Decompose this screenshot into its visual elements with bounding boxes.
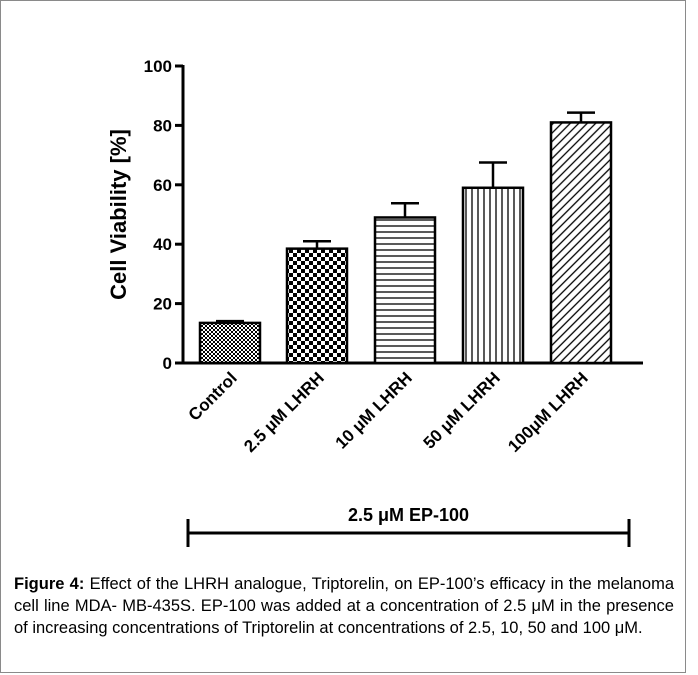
x-tick-label: 10 μM LHRH (332, 368, 416, 452)
y-tick-label: 0 (163, 354, 172, 373)
group-bracket: 2.5 μM EP-100 (186, 505, 631, 547)
bar (549, 121, 613, 365)
figure-caption: Figure 4: Effect of the LHRH analogue, T… (14, 573, 674, 639)
y-axis-label: Cell Viability [%] (106, 129, 131, 300)
figure-frame: 0 20 40 60 80 100 Control 2.5 μM LHRH 10 μM LHR… (0, 0, 686, 673)
caption-text: Effect of the LHRH analogue, Triptorelin… (14, 575, 674, 637)
bars (198, 111, 613, 365)
y-tick-label: 100 (144, 57, 172, 76)
x-tick-label: Control (185, 368, 241, 424)
y-tick-label: 20 (153, 295, 172, 314)
y-tick-label: 40 (153, 235, 172, 254)
x-tick-labels: Control 2.5 μM LHRH 10 μM LHRH 50 μM LHRH 10… (185, 368, 592, 456)
bar (461, 186, 525, 365)
y-tick-label: 80 (153, 116, 172, 135)
x-tick-label: 2.5 μM LHRH (240, 368, 328, 456)
bar (198, 321, 262, 365)
bar (285, 247, 349, 365)
x-tick-label: 100μM LHRH (504, 368, 592, 456)
bar-chart: 0 20 40 60 80 100 Control 2.5 μM LHRH 10 μM LHR… (106, 57, 643, 547)
caption-label: Figure 4: (14, 575, 85, 593)
x-tick-label: 50 μM LHRH (420, 368, 504, 452)
y-tick-label: 60 (153, 176, 172, 195)
bracket-label: 2.5 μM EP-100 (348, 505, 469, 525)
bar (373, 216, 437, 365)
